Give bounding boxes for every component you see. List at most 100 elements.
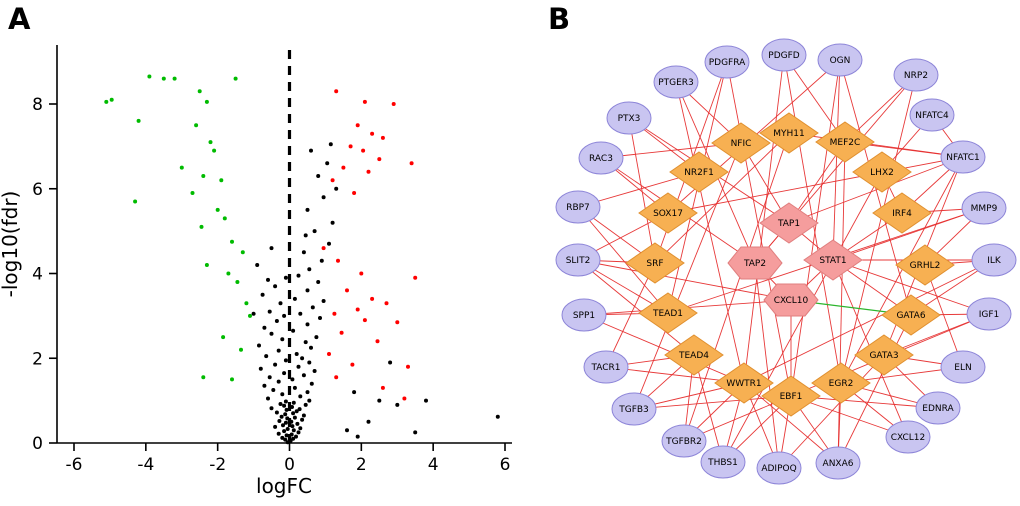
node-label-ADIPOQ: ADIPOQ (761, 464, 796, 474)
svg-text:4: 4 (32, 265, 43, 285)
svg-text:0: 0 (284, 455, 295, 475)
node-label-NR2F1: NR2F1 (684, 168, 714, 178)
node-label-ELN: ELN (954, 363, 971, 373)
node-label-LHX2: LHX2 (870, 168, 894, 178)
axis-labels: -6 -4 -2 0 2 4 6 0 2 4 6 8 logFC -log10(fdr) (0, 95, 510, 498)
volcano-plot: -6 -4 -2 0 2 4 6 0 2 4 6 8 logFC -log10(fdr) (0, 45, 512, 498)
network-node-EDNRA: EDNRA (915, 391, 961, 425)
node-label-NFATC1: NFATC1 (946, 153, 980, 163)
svg-text:6: 6 (32, 180, 43, 200)
node-label-MMP9: MMP9 (971, 204, 998, 214)
panel-b-label: B (548, 2, 571, 36)
svg-text:2: 2 (356, 455, 367, 475)
network-node-TGFBR2: TGFBR2 (661, 424, 707, 458)
node-label-SOX17: SOX17 (653, 209, 683, 219)
node-label-TAP2: TAP2 (743, 259, 766, 269)
node-label-SPP1: SPP1 (573, 311, 595, 321)
node-label-PTX3: PTX3 (618, 114, 641, 124)
series-not-significant (251, 142, 500, 445)
node-label-ANXA6: ANXA6 (823, 459, 854, 469)
svg-text:8: 8 (32, 95, 43, 115)
network-node-OGN: OGN (817, 43, 863, 77)
node-label-IRF4: IRF4 (892, 209, 912, 219)
network-node-PDGFD: PDGFD (761, 38, 807, 72)
svg-text:-4: -4 (137, 455, 154, 475)
network-node-TACR1: TACR1 (583, 350, 629, 384)
panel-a-label: A (8, 2, 31, 36)
node-label-NFIC: NFIC (731, 139, 752, 149)
network-node-NR2F1: NR2F1 (669, 151, 729, 193)
network-node-MMP9: MMP9 (961, 191, 1007, 225)
network-node-GATA6: GATA6 (881, 294, 941, 336)
network-node-MYH11: MYH11 (759, 112, 819, 154)
network-node-PDGFRA: PDGFRA (704, 45, 750, 79)
axes (49, 45, 512, 451)
node-label-TGFB3: TGFB3 (618, 405, 649, 415)
x-axis-title: logFC (256, 474, 312, 498)
network-node-SPP1: SPP1 (561, 298, 607, 332)
node-label-TGFBR2: TGFBR2 (665, 437, 702, 447)
network-node-LHX2: LHX2 (852, 151, 912, 193)
gene-network-diagram: PDGFRA PDGFD OGN NRP2 PTGER3 NFATC4 PTX3 NFATC1… (555, 38, 1017, 485)
node-label-ILK: ILK (987, 256, 1002, 266)
network-node-ILK: ILK (971, 243, 1017, 277)
network-node-TAP2: TAP2 (727, 246, 783, 280)
node-label-SRF: SRF (646, 259, 663, 269)
node-label-NFATC4: NFATC4 (915, 111, 949, 121)
network-node-SRF: SRF (625, 242, 685, 284)
node-label-WWTR1: WWTR1 (726, 379, 761, 389)
node-label-RBP7: RBP7 (566, 203, 590, 213)
network-node-SOX17: SOX17 (638, 192, 698, 234)
node-label-EDNRA: EDNRA (922, 404, 954, 414)
network-node-THBS1: THBS1 (700, 445, 746, 479)
network-node-ADIPOQ: ADIPOQ (756, 451, 802, 485)
network-node-ANXA6: ANXA6 (815, 446, 861, 480)
node-label-GATA6: GATA6 (896, 311, 925, 321)
network-node-PTX3: PTX3 (606, 101, 652, 135)
svg-text:2: 2 (32, 349, 43, 369)
node-label-MYH11: MYH11 (773, 129, 804, 139)
network-node-RAC3: RAC3 (578, 141, 624, 175)
node-label-SLIT2: SLIT2 (566, 256, 591, 266)
node-label-NRP2: NRP2 (904, 71, 928, 81)
node-label-PTGER3: PTGER3 (658, 78, 694, 88)
network-node-SLIT2: SLIT2 (555, 243, 601, 277)
node-label-OGN: OGN (830, 56, 851, 66)
node-label-TEAD4: TEAD4 (678, 351, 709, 361)
network-node-PTGER3: PTGER3 (653, 65, 699, 99)
series-up-regulated (321, 89, 418, 401)
node-label-TAP1: TAP1 (777, 219, 800, 229)
svg-text:0: 0 (32, 434, 43, 454)
network-node-NFATC4: NFATC4 (909, 98, 955, 132)
network-node-MEF2C: MEF2C (815, 121, 875, 163)
svg-text:-6: -6 (66, 455, 83, 475)
node-label-MEF2C: MEF2C (830, 138, 861, 148)
network-node-IGF1: IGF1 (966, 297, 1012, 331)
node-label-TEAD1: TEAD1 (652, 309, 683, 319)
network-node-TAP1: TAP1 (759, 202, 819, 244)
node-label-PDGFD: PDGFD (768, 51, 800, 61)
svg-text:4: 4 (428, 455, 439, 475)
svg-text:6: 6 (500, 455, 511, 475)
node-label-GATA3: GATA3 (869, 351, 898, 361)
node-label-RAC3: RAC3 (589, 154, 613, 164)
network-node-ELN: ELN (940, 350, 986, 384)
node-label-PDGFRA: PDGFRA (709, 58, 746, 68)
network-node-GATA3: GATA3 (854, 334, 914, 376)
series-down-regulated (104, 74, 252, 382)
network-node-GRHL2: GRHL2 (895, 244, 955, 286)
network-node-CXCL10: CXCL10 (763, 283, 819, 317)
network-node-TGFB3: TGFB3 (611, 392, 657, 426)
network-node-NRP2: NRP2 (893, 58, 939, 92)
network-node-STAT1: STAT1 (803, 239, 863, 281)
network-node-EBF1: EBF1 (761, 375, 821, 417)
node-label-CXCL10: CXCL10 (774, 296, 809, 306)
network-node-NFATC1: NFATC1 (940, 140, 986, 174)
node-label-TACR1: TACR1 (590, 363, 620, 373)
node-label-CXCL12: CXCL12 (891, 433, 926, 443)
y-axis-title: -log10(fdr) (0, 191, 22, 298)
network-node-RBP7: RBP7 (555, 190, 601, 224)
node-label-GRHL2: GRHL2 (910, 261, 941, 271)
node-label-STAT1: STAT1 (819, 256, 846, 266)
